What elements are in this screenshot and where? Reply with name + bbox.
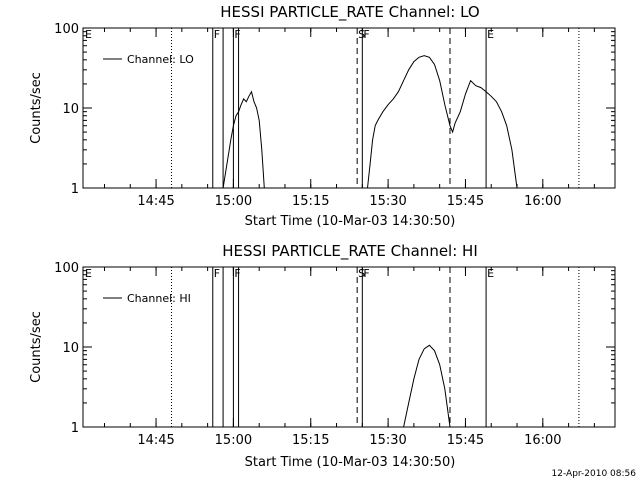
x-tick-label: 15:45 [447,194,484,209]
panel-channel-hi: HESSI PARTICLE_RATE Channel: HI Counts/s… [29,242,616,470]
y-tick-label: 100 [54,22,79,37]
chart-title: HESSI PARTICLE_RATE Channel: HI [222,242,478,261]
event-marker-label: E [487,28,494,41]
event-marker-label: F [363,28,369,41]
panel-channel-lo: HESSI PARTICLE_RATE Channel: LO Counts/s… [29,3,616,229]
y-axis-label: Counts/sec [29,311,44,383]
y-tick-label: 1 [71,421,79,436]
y-tick-label: 10 [62,341,79,356]
y-tick-label: 100 [54,261,79,276]
x-tick-label: 15:30 [369,194,406,209]
edge-event-label: E [85,28,92,41]
event-marker-label: F [234,267,240,280]
legend: Channel: HI [103,292,191,305]
event-marker-label: F [214,267,220,280]
x-tick-label: 16:00 [524,194,561,209]
series-line [403,344,451,428]
x-tick-label: 16:00 [524,433,561,448]
event-marker-label: S [358,28,365,41]
legend: Channel: LO [103,53,194,66]
event-marker-label: F [214,28,220,41]
event-marker-label: E [487,267,494,280]
x-tick-label: 15:00 [215,433,252,448]
x-tick-label: 15:00 [215,194,252,209]
x-tick-label: 15:15 [292,433,329,448]
event-marker-label: F [363,267,369,280]
series-line [222,90,265,189]
edge-event-label: E [85,267,92,280]
legend-entry: Channel: LO [127,53,194,66]
y-tick-label: 1 [71,182,79,197]
x-tick-label: 14:45 [137,194,174,209]
x-tick-label: 15:15 [292,194,329,209]
y-tick-label: 10 [62,102,79,117]
event-marker-label: F [234,28,240,41]
date-stamp: 12-Apr-2010 08:56 [552,469,637,479]
x-axis-label: Start Time (10-Mar-03 14:30:50) [245,455,456,470]
chart-title: HESSI PARTICLE_RATE Channel: LO [220,3,479,22]
event-marker-label: S [358,267,365,280]
y-axis-label: Counts/sec [29,72,44,144]
x-tick-label: 15:30 [369,433,406,448]
legend-entry: Channel: HI [127,292,191,305]
x-tick-label: 15:45 [447,433,484,448]
x-tick-label: 14:45 [137,433,174,448]
series-line [367,55,518,189]
x-axis-label: Start Time (10-Mar-03 14:30:50) [245,214,456,229]
